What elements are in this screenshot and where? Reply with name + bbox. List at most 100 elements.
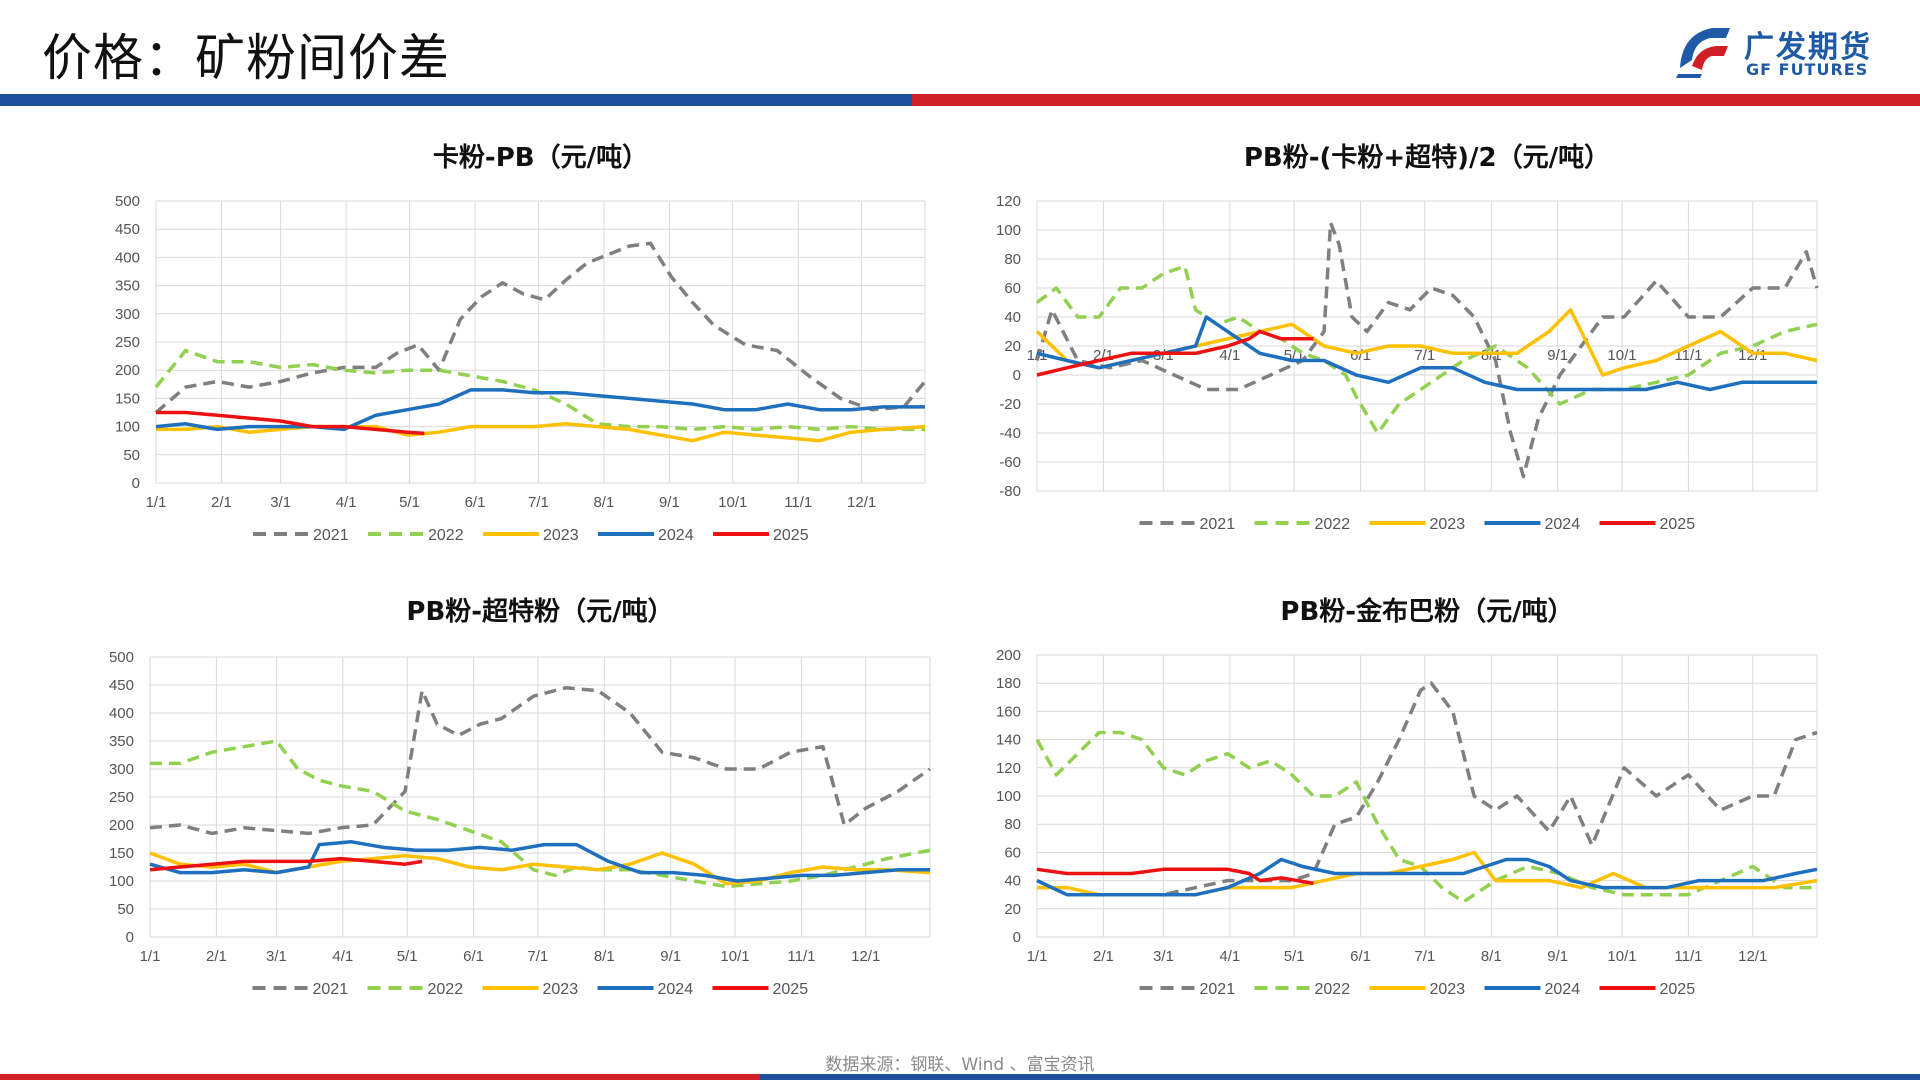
series-line-2022 bbox=[150, 739, 931, 889]
y-tick-label: 350 bbox=[109, 733, 134, 750]
chart-pb-jinbuba: PB粉-金布巴粉（元/吨） 0 20 40 60 80 100 120 140 160 180 200… bbox=[996, 596, 1818, 998]
y-tick-label: -20 bbox=[999, 396, 1021, 413]
x-tick-label: 3/1 bbox=[266, 948, 287, 965]
x-tick-label: 6/1 bbox=[463, 948, 484, 965]
x-tick-label: 1/1 bbox=[1027, 948, 1048, 965]
x-tick-label: 3/1 bbox=[1153, 948, 1174, 965]
x-tick-label: 2/1 bbox=[1093, 948, 1114, 965]
logo-text-cn: 广发期货 bbox=[1744, 30, 1872, 65]
chart-kafen-pb: 卡粉-PB（元/吨） 0 50 100 150 200 250 300 350 400 450 500… bbox=[115, 143, 927, 544]
legend-label-2022: 2022 bbox=[428, 527, 464, 544]
legend-label-2024: 2024 bbox=[1545, 981, 1581, 998]
series-line-2025 bbox=[1036, 329, 1314, 377]
x-tick-label: 12/1 bbox=[1738, 347, 1767, 364]
series-line-2021 bbox=[149, 686, 932, 836]
chart-title: PB粉-(卡粉+超特)/2（元/吨） bbox=[1244, 142, 1610, 173]
y-tick-label: 150 bbox=[109, 845, 134, 862]
y-tick-label: 50 bbox=[117, 901, 134, 918]
x-tick-label: 7/1 bbox=[1414, 347, 1435, 364]
x-tick-label: 12/1 bbox=[847, 494, 876, 511]
legend-label-2022: 2022 bbox=[428, 981, 464, 998]
footer-band-blue bbox=[760, 1074, 1920, 1080]
x-tick-label: 12/1 bbox=[1738, 948, 1767, 965]
y-tick-label: 100 bbox=[115, 419, 140, 436]
y-tick-label: 400 bbox=[109, 705, 134, 722]
x-tick-label: 10/1 bbox=[718, 494, 747, 511]
y-tick-label: 40 bbox=[1004, 309, 1021, 326]
y-tick-label: 150 bbox=[115, 390, 140, 407]
x-tick-label: 1/1 bbox=[140, 948, 161, 965]
legend-label-2024: 2024 bbox=[1545, 516, 1581, 533]
x-tick-label: 2/1 bbox=[206, 948, 227, 965]
y-tick-label: 450 bbox=[115, 221, 140, 238]
y-tick-label: 450 bbox=[109, 677, 134, 694]
legend-label-2021: 2021 bbox=[1200, 981, 1236, 998]
x-tick-label: 4/1 bbox=[1219, 948, 1240, 965]
chart-title: 卡粉-PB（元/吨） bbox=[433, 143, 648, 173]
x-tick-label: 12/1 bbox=[851, 948, 880, 965]
series-line-2024 bbox=[149, 840, 930, 883]
y-tick-label: -60 bbox=[999, 454, 1021, 471]
y-tick-label: 200 bbox=[109, 817, 134, 834]
legend-label-2024: 2024 bbox=[658, 527, 694, 544]
y-tick-label: 400 bbox=[115, 249, 140, 266]
x-tick-label: 6/1 bbox=[1350, 948, 1371, 965]
legend-label-2022: 2022 bbox=[1315, 981, 1351, 998]
y-tick-label: 0 bbox=[132, 475, 140, 492]
y-tick-label: 0 bbox=[126, 929, 134, 946]
x-tick-label: 8/1 bbox=[1481, 948, 1502, 965]
x-tick-label: 3/1 bbox=[270, 494, 291, 511]
y-tick-label: 500 bbox=[109, 649, 134, 666]
x-tick-label: 9/1 bbox=[1547, 948, 1568, 965]
series-line-2025 bbox=[149, 856, 423, 872]
y-tick-label: 80 bbox=[1004, 251, 1021, 268]
x-tick-label: 11/1 bbox=[784, 494, 812, 511]
legend-label-2021: 2021 bbox=[1200, 516, 1236, 533]
x-tick-label: 2/1 bbox=[211, 494, 232, 511]
x-tick-label: 4/1 bbox=[336, 494, 357, 511]
series-line-2021 bbox=[154, 241, 927, 414]
y-tick-label: 160 bbox=[996, 703, 1021, 720]
x-tick-label: 10/1 bbox=[1607, 347, 1636, 364]
legend-label-2022: 2022 bbox=[1315, 516, 1351, 533]
legend-label-2023: 2023 bbox=[1430, 516, 1466, 533]
y-tick-label: 250 bbox=[115, 334, 140, 351]
gf-logo-icon bbox=[1676, 28, 1730, 78]
logo-text-en: GF FUTURES bbox=[1746, 60, 1869, 79]
y-tick-label: 60 bbox=[1004, 844, 1021, 861]
y-tick-label: 200 bbox=[115, 362, 140, 379]
y-tick-label: -80 bbox=[999, 483, 1021, 500]
x-tick-label: 11/1 bbox=[787, 948, 815, 965]
series-line-2021 bbox=[1036, 681, 1818, 897]
y-tick-label: 500 bbox=[115, 193, 140, 210]
page-title: 价格：矿粉间价差 bbox=[42, 29, 450, 87]
series-line-2022 bbox=[154, 348, 925, 432]
y-tick-label: 0 bbox=[1013, 367, 1021, 384]
chart-pb-chaote: PB粉-超特粉（元/吨） 0 50 100 150 200 250 300 350 400 450 5… bbox=[109, 596, 932, 998]
x-tick-label: 8/1 bbox=[594, 948, 615, 965]
legend-label-2021: 2021 bbox=[313, 527, 349, 544]
chart-title: PB粉-金布巴粉（元/吨） bbox=[1280, 596, 1573, 627]
x-tick-label: 5/1 bbox=[397, 948, 418, 965]
y-tick-label: 50 bbox=[123, 447, 140, 464]
x-tick-label: 4/1 bbox=[332, 948, 353, 965]
series-line-2024 bbox=[155, 388, 925, 432]
x-tick-label: 5/1 bbox=[399, 494, 420, 511]
legend-label-2025: 2025 bbox=[773, 981, 809, 998]
x-tick-label: 7/1 bbox=[528, 494, 549, 511]
x-tick-label: 5/1 bbox=[1284, 948, 1305, 965]
y-tick-label: 40 bbox=[1004, 873, 1021, 890]
y-tick-label: 0 bbox=[1013, 929, 1021, 946]
data-source-note: 数据来源：钢联、Wind 、富宝资讯 bbox=[825, 1055, 1095, 1075]
header-band-blue bbox=[0, 94, 912, 106]
x-tick-label: 10/1 bbox=[720, 948, 749, 965]
series-line-2021 bbox=[1035, 221, 1819, 479]
series-line-2022 bbox=[1035, 264, 1818, 435]
x-tick-label: 11/1 bbox=[1674, 347, 1702, 364]
legend-label-2021: 2021 bbox=[313, 981, 349, 998]
y-tick-label: 300 bbox=[109, 761, 134, 778]
x-tick-label: 10/1 bbox=[1607, 948, 1636, 965]
x-tick-label: 7/1 bbox=[1414, 948, 1435, 965]
legend-label-2025: 2025 bbox=[1660, 516, 1696, 533]
x-tick-label: 9/1 bbox=[1547, 347, 1568, 364]
